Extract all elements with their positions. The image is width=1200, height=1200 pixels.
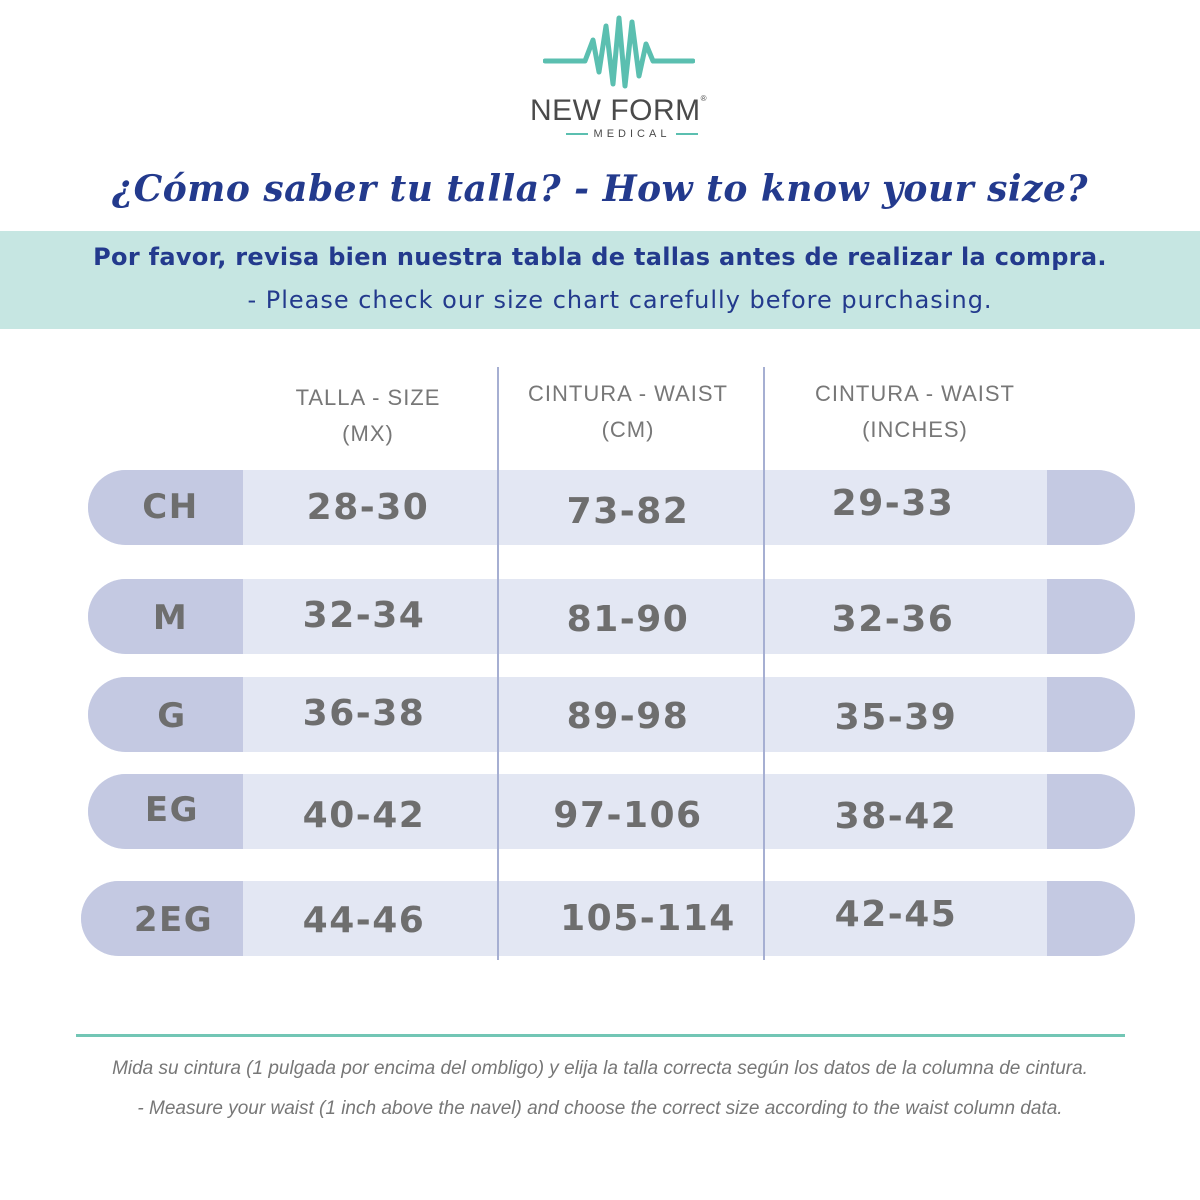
- row-size-cap: [88, 470, 243, 545]
- cell-cm: 89-98: [566, 696, 690, 737]
- cell-mx: 40-42: [302, 795, 426, 836]
- header-waist-cm: CINTURA - WAIST (CM): [508, 376, 748, 448]
- cell-cm: 97-106: [553, 795, 703, 836]
- cell-size: G: [157, 696, 187, 736]
- cell-mx: 36-38: [302, 693, 426, 734]
- row-end-cap: [1047, 774, 1135, 849]
- header-waist-in-line2: (INCHES): [862, 417, 968, 442]
- row-size-cap: [88, 677, 243, 752]
- header-waist-inches: CINTURA - WAIST (INCHES): [795, 376, 1035, 448]
- brand-logo: NEW FORM® MEDICAL: [0, 14, 1200, 144]
- cell-inches: 38-42: [834, 796, 958, 837]
- heartbeat-wave-icon: [543, 15, 695, 89]
- cell-mx: 28-30: [306, 487, 430, 528]
- cell-inches: 29-33: [831, 483, 955, 524]
- table-row: G 36-38 89-98 35-39: [88, 677, 1135, 752]
- cell-cm: 81-90: [566, 599, 690, 640]
- table-row: CH 28-30 73-82 29-33: [88, 470, 1135, 545]
- row-pill: [88, 470, 1135, 545]
- brand-name: NEW FORM®: [530, 94, 708, 127]
- column-divider: [763, 367, 765, 960]
- row-size-cap: [81, 881, 243, 956]
- row-size-cap: [88, 774, 243, 849]
- cell-size: EG: [144, 790, 200, 830]
- footer-note-english: - Measure your waist (1 inch above the n…: [137, 1098, 1063, 1119]
- header-waist-cm-line2: (CM): [601, 417, 655, 442]
- row-pill: [81, 881, 1135, 956]
- footer-note-spanish: Mida su cintura (1 pulgada por encima de…: [112, 1058, 1088, 1079]
- brand-subtitle-text: MEDICAL: [593, 128, 671, 140]
- footer-divider: [76, 1034, 1125, 1037]
- row-end-cap: [1047, 677, 1135, 752]
- table-row: 2EG 44-46 105-114 42-45: [81, 881, 1135, 956]
- table-row: EG 40-42 97-106 38-42: [88, 774, 1135, 849]
- notice-spanish: Por favor, revisa bien nuestra tabla de …: [93, 243, 1107, 271]
- registered-mark: ®: [700, 94, 708, 103]
- row-end-cap: [1047, 881, 1135, 956]
- cell-cm: 105-114: [560, 898, 736, 939]
- subtitle-line-right: [676, 133, 699, 135]
- cell-mx: 44-46: [302, 900, 426, 941]
- table-row: M 32-34 81-90 32-36: [88, 579, 1135, 654]
- cell-size: M: [152, 598, 189, 638]
- header-size-line1: TALLA - SIZE: [295, 385, 441, 410]
- header-waist-in-line1: CINTURA - WAIST: [815, 381, 1015, 406]
- row-pill: [88, 774, 1135, 849]
- cell-size: CH: [142, 487, 199, 527]
- cell-inches: 32-36: [831, 599, 955, 640]
- page-title: ¿Cómo saber tu talla? - How to know your…: [112, 168, 1088, 210]
- row-pill: [88, 579, 1135, 654]
- notice-banner: Por favor, revisa bien nuestra tabla de …: [0, 231, 1200, 329]
- cell-cm: 73-82: [566, 491, 690, 532]
- header-size-line2: (MX): [342, 421, 394, 446]
- brand-subtitle: MEDICAL: [552, 126, 712, 142]
- row-pill: [88, 677, 1135, 752]
- cell-size: 2EG: [133, 900, 214, 940]
- row-size-cap: [88, 579, 243, 654]
- notice-english: - Please check our size chart carefully …: [247, 286, 993, 314]
- header-size-mx: TALLA - SIZE (MX): [268, 380, 468, 452]
- header-waist-cm-line1: CINTURA - WAIST: [528, 381, 728, 406]
- row-end-cap: [1047, 470, 1135, 545]
- subtitle-line-left: [565, 133, 588, 135]
- row-end-cap: [1047, 579, 1135, 654]
- cell-mx: 32-34: [302, 595, 426, 636]
- cell-inches: 42-45: [834, 894, 958, 935]
- column-divider: [497, 367, 499, 960]
- cell-inches: 35-39: [834, 697, 958, 738]
